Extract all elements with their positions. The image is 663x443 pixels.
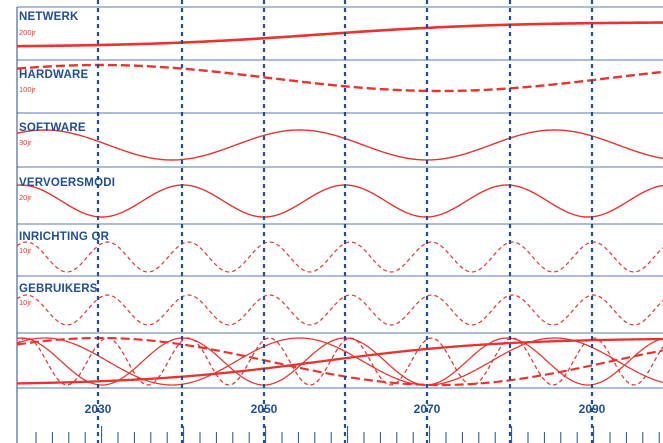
curve-vervoersmodi bbox=[16, 184, 663, 218]
row-label-hardware: HARDWARE bbox=[19, 69, 88, 81]
row-label-software: SOFTWARE bbox=[19, 122, 86, 134]
row-label-inrichting-or: INRICHTING OR bbox=[19, 231, 110, 243]
axis-label-2090: 2090 bbox=[579, 402, 606, 416]
row-period-software: 30jr bbox=[19, 138, 32, 147]
composite-curve-vervoersmodi bbox=[16, 337, 663, 386]
axis-label-2030: 2030 bbox=[85, 402, 112, 416]
band-lines bbox=[16, 6, 663, 443]
row-period-netwerk: 200jr bbox=[19, 28, 36, 37]
axis-label-2050: 2050 bbox=[251, 402, 278, 416]
curve-hardware bbox=[16, 63, 663, 93]
row-label-gebruikers: GEBRUIKERS bbox=[19, 283, 98, 295]
row-period-gebruikers: 10jr bbox=[19, 298, 32, 307]
curve-netwerk bbox=[16, 21, 663, 48]
composite-curve-software bbox=[16, 337, 663, 386]
composite-curve-hardware bbox=[16, 336, 663, 387]
curve-gebruikers bbox=[16, 294, 663, 326]
row-label-vervoersmodi: VERVOERSMODI bbox=[19, 177, 115, 189]
curves bbox=[16, 21, 663, 387]
composite-curve-netwerk bbox=[16, 337, 663, 385]
composite-curve-gebruikers bbox=[16, 337, 663, 386]
row-period-inrichting-or: 10jr bbox=[19, 246, 32, 255]
curve-inrichting-or bbox=[16, 241, 663, 273]
row-label-netwerk: NETWERK bbox=[19, 11, 79, 23]
row-labels: NETWERK 200jr HARDWARE 100jr SOFTWARE 30… bbox=[19, 11, 115, 307]
curve-software bbox=[16, 129, 663, 161]
time-axis: 2030 2050 2070 2090 bbox=[85, 402, 606, 416]
row-period-vervoersmodi: 20jr bbox=[19, 193, 32, 202]
year-gridlines bbox=[96, 0, 594, 443]
row-period-hardware: 100jr bbox=[19, 85, 36, 94]
axis-label-2070: 2070 bbox=[414, 402, 441, 416]
axis-ticks bbox=[35, 426, 660, 443]
